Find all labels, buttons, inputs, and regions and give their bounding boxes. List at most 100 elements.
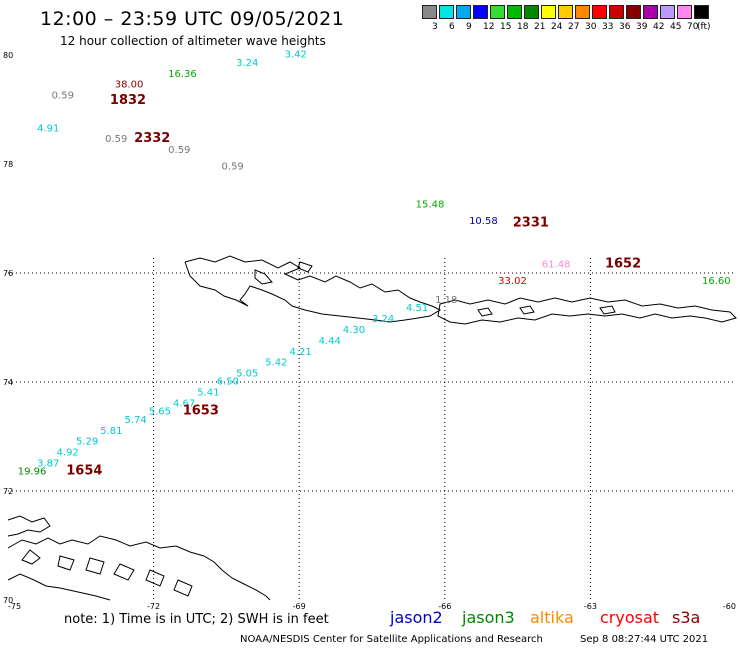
pass-time-label: 1832 [110, 93, 146, 108]
scale-label: 30 [585, 22, 597, 32]
wave-height-label: 3.87 [37, 458, 59, 469]
coastline-segment [57, 555, 75, 571]
wave-height-label: 5.65 [149, 407, 171, 418]
pass-time-label: 1653 [183, 404, 219, 419]
scale-swatch [575, 5, 590, 19]
wave-height-label: 0.59 [105, 134, 127, 145]
page-title: 12:00 – 23:59 UTC 09/05/2021 [40, 8, 345, 30]
wave-height-label: 5.74 [124, 415, 146, 426]
scale-label: 27 [568, 22, 580, 32]
coastline-segment [145, 569, 165, 587]
mission-label-s3a: s3a [672, 608, 701, 627]
scale-label: 21 [534, 22, 546, 32]
pass-time-label: 1652 [605, 257, 641, 272]
scale-label: 9 [466, 22, 472, 32]
wave-height-label: 4.92 [57, 448, 79, 459]
wave-height-label: 5.29 [76, 437, 98, 448]
coastline-segment [7, 535, 271, 601]
scale-swatch [422, 5, 437, 19]
scale-label: 12 [483, 22, 495, 32]
latitude-tick-label: 70 [3, 596, 13, 605]
longitude-tick-label: -66 [438, 602, 451, 611]
wave-height-label: 4.67 [173, 399, 195, 410]
mission-label-altika: altika [530, 608, 574, 627]
scale-label: 45 [670, 22, 682, 32]
wave-height-label: 3.24 [372, 314, 394, 325]
scale-swatch [626, 5, 641, 19]
scale-swatch [592, 5, 607, 19]
scale-label: 3 [432, 22, 438, 32]
latitude-tick-label: 80 [3, 51, 13, 60]
scale-label: 15 [500, 22, 512, 32]
scale-swatch [643, 5, 658, 19]
coastline [7, 255, 737, 601]
wave-height-label: 5.42 [265, 358, 287, 369]
credit-line: NOAA/NESDIS Center for Satellite Applica… [240, 634, 543, 645]
scale-label: 42 [653, 22, 665, 32]
wave-height-observations: 38.00 16.36 3.24 3.42 0.59 4.91 0.59 0.59 0.59 15… [18, 50, 731, 478]
wave-height-label: 16.36 [168, 69, 197, 80]
coastline-segment [184, 255, 442, 323]
wave-height-label: 4.51 [406, 303, 428, 314]
wave-height-label: 4.30 [343, 325, 365, 336]
coastline-segment [437, 297, 737, 325]
footnote: note: 1) Time is in UTC; 2) SWH is in fe… [64, 612, 329, 627]
wave-height-label: 3.24 [236, 58, 258, 69]
wave-height-label: 0.59 [168, 145, 190, 156]
wave-height-label: 33.02 [498, 276, 527, 287]
coastline-segment [477, 307, 493, 317]
scale-label: 24 [551, 22, 563, 32]
wave-height-label: 61.48 [542, 260, 571, 271]
longitude-tick-label: -69 [293, 602, 306, 611]
page-subtitle: 12 hour collection of altimeter wave hei… [60, 34, 326, 48]
coastline-segment [599, 305, 616, 315]
coastline-segment [297, 261, 313, 273]
coastline-segment [113, 563, 135, 581]
latitude-tick-label: 74 [3, 378, 13, 387]
scale-swatch [660, 5, 675, 19]
scale-swatch [456, 5, 471, 19]
coastline-segment [173, 579, 193, 597]
latitude-tick-label: 72 [3, 487, 13, 496]
scale-swatch [507, 5, 522, 19]
mission-label-jason3: jason3 [462, 608, 515, 627]
scale-label: 36 [619, 22, 631, 32]
mission-label-cryosat: cryosat [600, 608, 660, 627]
scale-swatch [541, 5, 556, 19]
longitude-tick-label: -63 [584, 602, 597, 611]
coastline-segment [21, 549, 41, 565]
scale-swatch [490, 5, 505, 19]
pass-time-label: 1654 [66, 464, 102, 479]
scale-swatch [524, 5, 539, 19]
wave-height-label: 4.21 [289, 347, 311, 358]
wave-height-label: 5.05 [236, 369, 258, 380]
wave-height-label: 6.50 [217, 377, 239, 388]
wave-height-label: 4.91 [37, 123, 59, 134]
scale-swatch [473, 5, 488, 19]
longitude-tick-label: -72 [147, 602, 160, 611]
wave-height-label: 38.00 [115, 80, 144, 91]
wave-height-label: 5.41 [197, 388, 219, 399]
latitude-tick-label: 76 [3, 269, 13, 278]
wave-height-label: 15.48 [416, 200, 445, 211]
coastline-segment [519, 305, 535, 315]
wave-height-label: 19.96 [18, 467, 47, 478]
coastline-segment [7, 515, 51, 537]
axis-tick-labels: 80 78 76 74 72 70-75 -72 -69 -66 -63 -60 [3, 51, 736, 611]
wave-height-label: 1.18 [435, 295, 457, 306]
wave-height-label: 0.59 [52, 91, 74, 102]
scale-label: 6 [449, 22, 455, 32]
scale-label: 33 [602, 22, 614, 32]
scale-label: 18 [517, 22, 529, 32]
pass-time-label: 2332 [134, 131, 170, 146]
coastline-segment [7, 573, 111, 601]
longitude-tick-label: -60 [723, 602, 736, 611]
coastline-segment [254, 269, 273, 285]
longitude-tick-label: -75 [8, 602, 21, 611]
mission-label-jason2: jason2 [390, 608, 443, 627]
scale-label: 39 [636, 22, 648, 32]
generated-timestamp: Sep 8 08:27:44 UTC 2021 [580, 634, 709, 645]
wave-height-label: 0.59 [222, 161, 244, 172]
graticule [8, 258, 736, 600]
